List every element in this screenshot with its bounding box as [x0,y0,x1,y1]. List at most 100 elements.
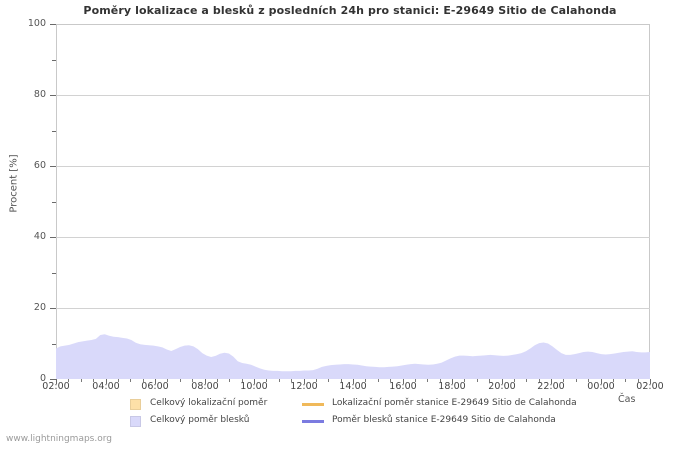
area-series-1 [56,334,650,379]
y-tick-minor-50 [52,201,56,203]
x-tick-minor-1-2 [130,379,131,382]
y-tick-100 [50,24,56,25]
x-tick-minor-3-1 [217,379,218,382]
x-tick-minor-8-1 [464,379,465,382]
y-tick-label-80: 80 [33,89,46,100]
y-tick-60 [50,166,56,167]
legend-swatch-marker [130,399,141,410]
y-tick-minor-70 [52,130,56,132]
x-tick-minor-9-1 [514,379,515,382]
x-tick-minor-1-3 [143,379,144,382]
x-tick-label-1: 04:00 [92,381,120,392]
chart-legend: Celkový lokalizační poměr Lokalizační pom… [0,396,700,430]
x-tick-minor-3-2 [229,379,230,382]
legend-line-marker [302,420,324,423]
x-tick-minor-8-3 [489,379,490,382]
gridline-80 [56,94,650,96]
x-tick-minor-9-2 [526,379,527,382]
x-tick-label-6: 14:00 [339,381,367,392]
gridline-40 [56,237,650,238]
gridline-20 [56,308,650,309]
y-tick-label-100: 100 [27,18,46,29]
x-tick-minor-0-2 [81,379,82,382]
x-tick-minor-11-2 [625,379,626,382]
x-tick-12 [650,379,651,384]
y-tick-80 [50,95,56,96]
x-tick-minor-0-1 [68,379,69,382]
x-tick-6 [353,379,354,384]
y-tick-minor-30 [52,272,56,274]
x-tick-minor-0-3 [93,379,94,382]
x-tick-9 [502,379,503,384]
legend-label: Celkový lokalizační poměr [150,398,268,408]
x-tick-minor-5-3 [341,379,342,382]
x-tick-5 [304,379,305,384]
x-tick-minor-6-3 [390,379,391,382]
x-tick-8 [452,379,453,384]
x-tick-minor-2-3 [192,379,193,382]
x-tick-minor-2-1 [167,379,168,382]
series-plot [56,334,650,379]
y-axis-title: Procent [%] [8,154,20,213]
y-tick-20 [50,308,56,309]
x-tick-0 [56,379,57,384]
legend-swatch-marker [130,416,141,427]
x-tick-minor-1-1 [118,379,119,382]
x-tick-minor-11-3 [638,379,639,382]
watermark: www.lightningmaps.org [6,434,112,444]
x-tick-label-7: 16:00 [389,381,417,392]
x-tick-7 [403,379,404,384]
x-tick-2 [155,379,156,384]
x-tick-label-5: 12:00 [290,381,318,392]
x-tick-label-8: 18:00 [438,381,466,392]
x-tick-minor-9-3 [539,379,540,382]
x-tick-minor-6-1 [365,379,366,382]
plot-area [56,24,650,379]
x-tick-label-4: 10:00 [240,381,268,392]
x-tick-minor-4-3 [291,379,292,382]
x-tick-10 [551,379,552,384]
chart-title: Poměry lokalizace a blesků z posledních … [83,4,617,17]
y-tick-label-20: 20 [33,302,46,313]
x-tick-minor-7-1 [415,379,416,382]
x-tick-minor-4-2 [279,379,280,382]
x-tick-minor-2-2 [180,379,181,382]
legend-label: Poměr blesků stanice E-29649 Sitio de Ca… [332,415,556,425]
x-tick-minor-8-2 [477,379,478,382]
x-tick-label-10: 22:00 [537,381,565,392]
y-tick-0 [50,379,56,380]
x-tick-label-9: 20:00 [488,381,516,392]
x-tick-11 [601,379,602,384]
x-tick-3 [205,379,206,384]
y-tick-label-60: 60 [33,160,46,171]
x-tick-minor-11-1 [613,379,614,382]
y-tick-label-40: 40 [33,231,46,242]
legend-line-marker [302,403,324,406]
x-tick-1 [106,379,107,384]
gridline-60 [56,166,650,167]
x-tick-label-0: 02:00 [42,381,70,392]
x-tick-minor-4-1 [266,379,267,382]
x-tick-label-12: 02:00 [636,381,664,392]
x-tick-minor-10-2 [576,379,577,382]
x-tick-minor-7-3 [440,379,441,382]
x-axis-title: Čas [618,394,636,405]
x-tick-minor-5-2 [328,379,329,382]
x-tick-label-2: 06:00 [141,381,169,392]
x-tick-minor-6-2 [378,379,379,382]
y-tick-40 [50,237,56,238]
x-tick-4 [254,379,255,384]
legend-label: Lokalizační poměr stanice E-29649 Sitio … [332,398,577,408]
x-tick-minor-10-1 [563,379,564,382]
legend-label: Celkový poměr blesků [150,415,250,425]
plot-area-border [56,24,650,379]
y-tick-minor-10 [52,343,56,345]
y-tick-minor-90 [52,59,56,61]
x-tick-label-3: 08:00 [191,381,219,392]
y-tick-label-0: 0 [39,373,46,384]
x-tick-minor-7-2 [427,379,428,382]
x-tick-label-11: 00:00 [587,381,615,392]
x-tick-minor-10-3 [588,379,589,382]
x-tick-minor-5-1 [316,379,317,382]
